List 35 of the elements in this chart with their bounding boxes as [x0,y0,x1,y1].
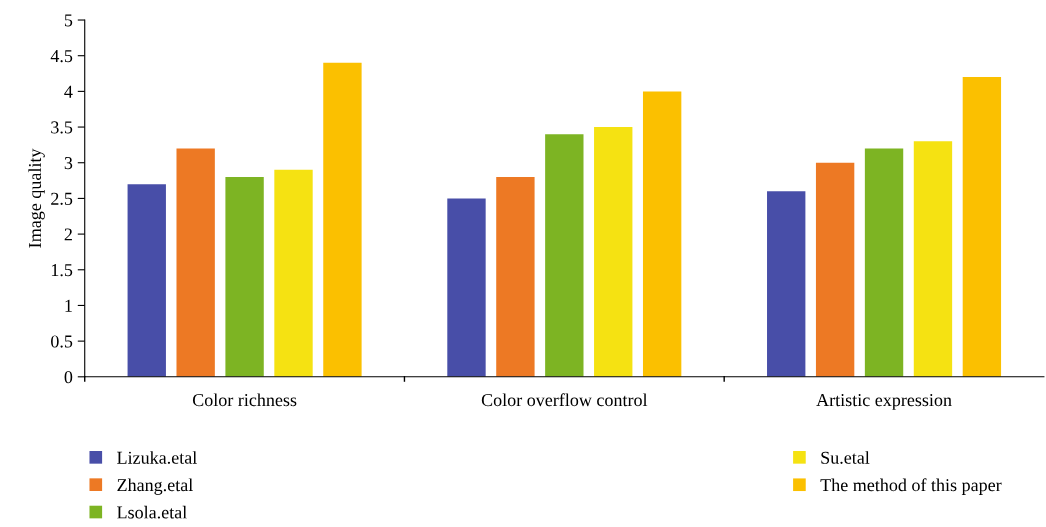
bar [274,169,313,377]
y-tick-label: 4.5 [50,50,73,63]
y-tick-label: 5 [64,14,73,27]
y-tick-label: 4 [64,85,73,98]
bar [545,134,584,377]
y-tick-label: 1.5 [51,264,73,277]
y-tick-label: 2.5 [51,192,73,205]
bar [815,162,855,377]
bar [127,184,166,377]
bar [323,62,362,377]
bar [176,148,215,377]
legend-label: The method of this paper [820,478,1002,495]
bar [767,191,806,377]
bar [864,148,904,377]
legend-label: Lizuka.etal [117,451,197,464]
bar [496,177,535,377]
y-tick-label: 1 [65,299,72,312]
y-tick-label: 0 [64,371,73,384]
y-tick-label: 3 [64,157,73,170]
bar [642,91,682,377]
bar [447,198,486,377]
legend-label: Lsola.etal [117,505,187,519]
bar [913,141,953,377]
y-tick-label: 3.5 [51,121,73,134]
x-tick-label: Artistic expression [816,394,952,410]
x-tick-label: Color richness [192,393,297,407]
y-tick-label: 2 [64,228,72,241]
legend-label: Zhang.etal [117,478,193,495]
y-tick-label: 0.5 [51,335,73,348]
x-tick-label: Color overflow control [481,393,648,407]
y-axis-title: Image quality [28,148,45,248]
bar [594,127,633,377]
legend-label: Su.etal [821,451,870,464]
bar [225,177,264,377]
bar [962,77,1002,377]
